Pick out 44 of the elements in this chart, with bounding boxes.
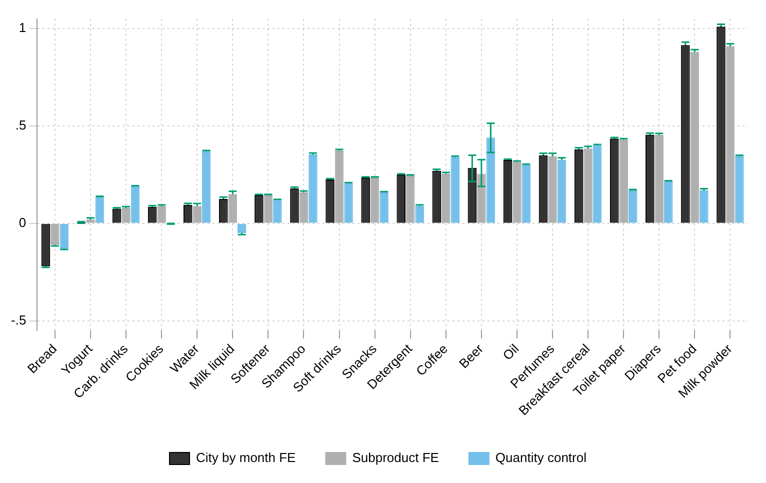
bar — [95, 197, 104, 223]
bar — [308, 154, 318, 223]
bar — [344, 183, 353, 223]
y-tick-label: 0 — [18, 214, 26, 230]
bar — [264, 195, 273, 223]
bar — [584, 148, 592, 223]
bar — [130, 186, 140, 223]
bar — [486, 138, 496, 223]
bar — [157, 206, 166, 223]
bar — [380, 192, 388, 223]
bar — [299, 192, 308, 223]
bar — [228, 194, 238, 223]
bar — [192, 206, 202, 223]
bar — [700, 190, 708, 223]
bar — [654, 134, 664, 223]
bar — [592, 145, 602, 223]
bar — [202, 151, 211, 223]
bar — [522, 164, 531, 223]
bar — [122, 208, 130, 223]
bar — [477, 174, 486, 223]
bar — [273, 200, 282, 223]
y-tick-label: -.5 — [11, 312, 26, 328]
bar — [512, 162, 522, 223]
bar — [50, 224, 60, 245]
bar — [664, 181, 673, 223]
legend-label: Quantity control — [495, 450, 587, 466]
bar — [690, 52, 700, 223]
bar — [60, 224, 69, 249]
bar — [370, 178, 380, 223]
bar — [442, 174, 450, 223]
bar — [557, 160, 566, 223]
y-tick-label: .5 — [15, 118, 26, 133]
bar — [726, 46, 735, 223]
bar — [548, 156, 557, 223]
bar — [735, 156, 744, 223]
bar — [628, 190, 638, 223]
y-tick-label: 1 — [18, 20, 26, 36]
bar — [450, 157, 460, 223]
bar — [619, 140, 628, 223]
legend-label: City by month FE — [196, 450, 296, 466]
legend-label: Subproduct FE — [352, 450, 440, 466]
bar — [415, 206, 424, 223]
bar — [334, 150, 344, 223]
bar — [406, 176, 415, 223]
